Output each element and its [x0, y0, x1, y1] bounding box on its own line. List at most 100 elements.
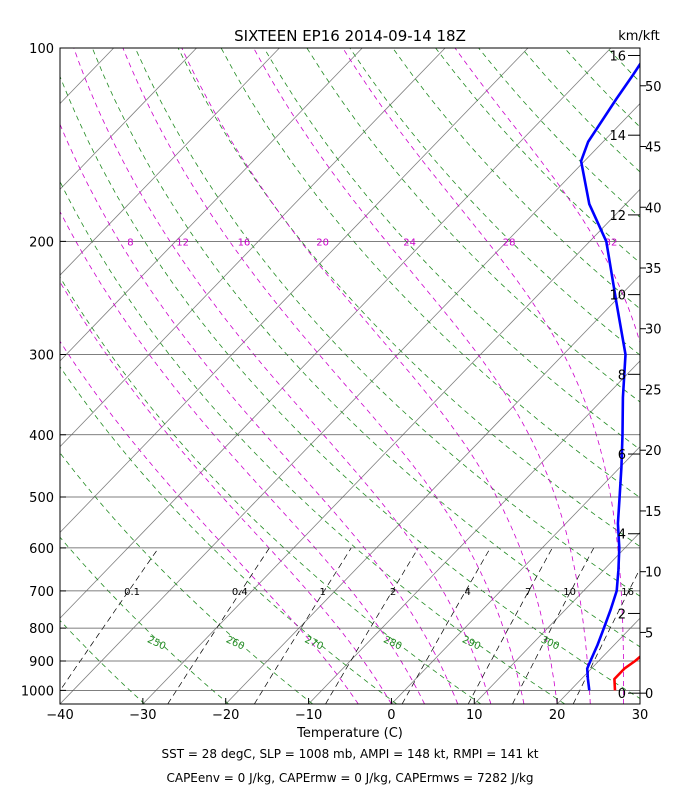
mixing-ratio-line	[325, 547, 419, 704]
dry-adiabat-line	[60, 276, 482, 704]
moist-adiabat-label: 16	[238, 237, 251, 248]
p-tick-label: 300	[29, 348, 54, 363]
kft-tick-label: 0	[645, 687, 653, 702]
isotherm-line	[60, 48, 197, 190]
dry-adiabat-line	[60, 75, 640, 699]
moist-adiabat-label: 8	[127, 237, 133, 248]
chart-title: SIXTEEN EP16 2014-09-14 18Z	[234, 27, 466, 45]
x-axis-label: Temperature (C)	[296, 726, 403, 741]
dry-adiabat-line	[60, 702, 61, 704]
moist-adiabat-line	[60, 210, 425, 704]
kft-tick-label: 25	[645, 383, 662, 398]
isotherm-line	[60, 48, 529, 534]
moist-adiabat-line	[60, 281, 392, 704]
dry-adiabat-label: 270	[303, 634, 325, 652]
mixing-ratio-label: 4	[464, 587, 470, 598]
dry-adiabat-label: 290	[460, 634, 482, 652]
dewpoint-profile-line	[579, 61, 640, 691]
isotherm-line	[391, 446, 640, 704]
dry-adiabat-line	[60, 365, 397, 704]
x-tick-label: 10	[466, 708, 483, 723]
mixing-ratio-label: 1	[319, 587, 325, 598]
right-axis-label: km/kft	[618, 29, 660, 44]
mixing-ratio-label: 2	[390, 587, 396, 598]
isotherm-line	[473, 531, 640, 704]
km-tick-label: 8	[618, 368, 626, 383]
p-tick-label: 1000	[21, 684, 54, 699]
p-tick-label: 400	[29, 429, 54, 444]
dry-adiabat-line	[564, 48, 640, 128]
moist-adiabat-line	[73, 48, 492, 704]
moist-adiabat-label: 12	[176, 237, 189, 248]
plot-frame	[59, 47, 641, 705]
isotherm-line	[142, 188, 640, 704]
isotherm-line	[60, 48, 612, 619]
p-tick-label: 200	[29, 235, 54, 250]
moist-adiabat-line	[60, 123, 459, 704]
moist-adiabat-label: 24	[403, 237, 416, 248]
kft-tick-label: 35	[645, 262, 662, 277]
kft-tick-label: 5	[645, 626, 653, 641]
dry-adiabat-label: 260	[224, 634, 246, 652]
mixing-ratio-label: 0.4	[232, 587, 248, 598]
dry-adiabat-line	[349, 48, 640, 356]
mixing-ratio-line	[401, 547, 491, 704]
p-tick-label: 100	[29, 42, 54, 57]
moist-adiabat-line	[181, 48, 558, 704]
dry-adiabat-line	[478, 48, 640, 218]
moist-adiabat-label: 20	[316, 237, 329, 248]
dry-adiabat-line	[263, 48, 640, 450]
km-tick-label: 10	[609, 289, 626, 304]
kft-tick-label: 15	[645, 505, 662, 520]
dry-adiabat-line	[177, 48, 640, 548]
mixing-ratio-label: 7	[525, 587, 531, 598]
isotherm-line	[60, 48, 114, 105]
moist-adiabat-label: 32	[605, 237, 618, 248]
mixing-ratio-line	[60, 547, 159, 692]
kft-tick-label: 30	[645, 323, 662, 338]
mixing-ratio-line	[512, 547, 595, 704]
moist-adiabat-line	[342, 48, 624, 704]
dry-adiabat-line	[60, 619, 145, 704]
km-tick-label: 4	[618, 528, 626, 543]
kft-tick-label: 10	[645, 566, 662, 581]
p-tick-label: 900	[29, 655, 54, 670]
km-tick-label: 16	[609, 49, 626, 64]
x-tick-label: 0	[387, 708, 395, 723]
isotherm-line	[60, 48, 446, 448]
kft-tick-label: 20	[645, 444, 662, 459]
km-tick-label: 2	[618, 607, 626, 622]
mixing-ratio-line	[572, 568, 640, 704]
footer-line-1: SST = 28 degC, SLP = 1008 mb, AMPI = 148…	[161, 747, 538, 761]
x-tick-label: −30	[129, 708, 156, 723]
moist-adiabat-line	[60, 340, 359, 704]
mixing-ratio-line	[467, 547, 553, 704]
isotherm-line	[60, 48, 280, 276]
dry-adiabat-line	[220, 48, 640, 499]
isotherm-line	[225, 274, 640, 704]
dry-adiabat-line	[134, 48, 640, 597]
mixing-ratio-label: 10	[563, 587, 576, 598]
km-tick-label: 14	[609, 129, 626, 144]
mixing-ratio-label: 0.1	[124, 587, 140, 598]
p-tick-label: 700	[29, 585, 54, 600]
axes: −40 −30 −20 −10 0 10 20 30100200300400500600700…	[21, 42, 662, 723]
moist-adiabat-line	[253, 48, 591, 704]
km-tick-label: 0	[618, 687, 626, 702]
dry-adiabat-label: 280	[382, 634, 404, 652]
mixing-ratio-line	[167, 547, 270, 704]
moist-adiabat-label: 28	[503, 237, 516, 248]
kft-tick-label: 50	[645, 80, 662, 95]
isotherm-line	[60, 48, 363, 362]
p-tick-label: 800	[29, 622, 54, 637]
p-tick-label: 500	[29, 491, 54, 506]
x-tick-label: 20	[549, 708, 566, 723]
x-tick-label: −10	[295, 708, 322, 723]
x-tick-label: −20	[212, 708, 239, 723]
dry-adiabat-line	[60, 452, 313, 704]
p-tick-label: 600	[29, 542, 54, 557]
dry-adiabat-line	[91, 48, 640, 648]
footer-line-2: CAPEenv = 0 J/kg, CAPErmw = 0 J/kg, CAPE…	[166, 771, 533, 785]
